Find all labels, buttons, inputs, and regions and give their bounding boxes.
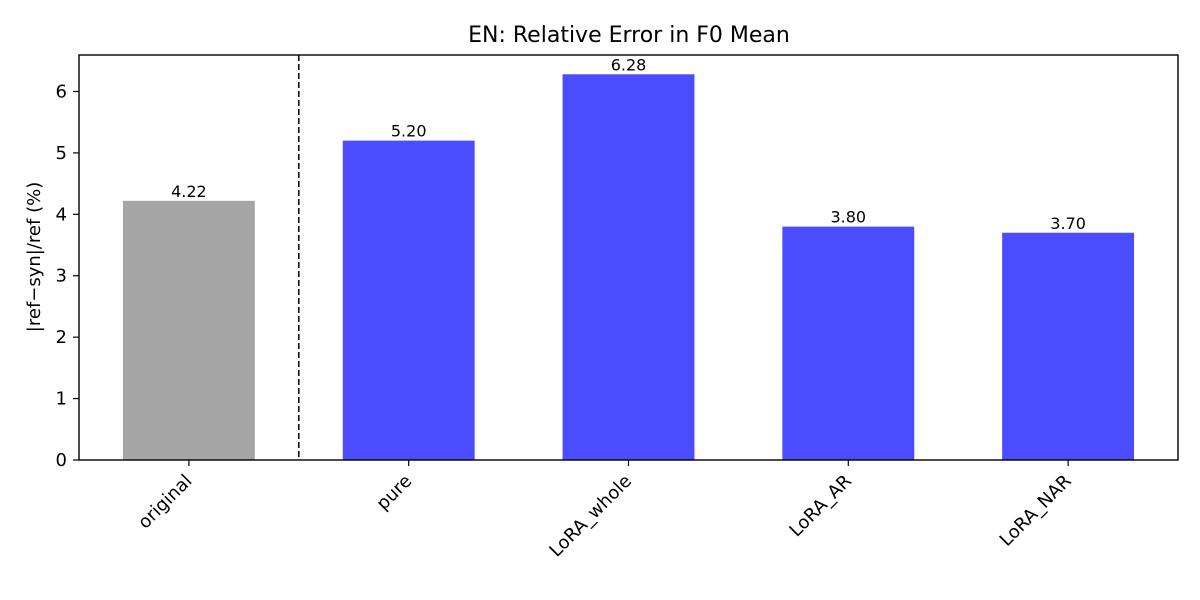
x-tick-label: pure (372, 471, 416, 515)
data-label: 4.22 (171, 182, 207, 201)
data-label: 3.80 (830, 208, 866, 227)
y-axis-label: |ref−syn|/ref (%) (24, 182, 45, 332)
y-tick-label: 2 (56, 327, 67, 348)
data-label: 3.70 (1050, 214, 1086, 233)
x-tick-label: LoRA_whole (545, 471, 636, 562)
y-tick-label: 1 (56, 389, 67, 410)
x-tick-label: original (134, 471, 196, 533)
x-tick-label: LoRA_NAR (996, 471, 1076, 551)
y-tick-label: 3 (56, 266, 67, 287)
x-tick-label: LoRA_AR (785, 471, 855, 541)
chart-title: EN: Relative Error in F0 Mean (468, 23, 790, 48)
bar-lora-nar (1002, 232, 1135, 460)
y-tick-label: 4 (56, 204, 67, 225)
y-tick-label: 0 (56, 450, 67, 471)
data-label: 6.28 (611, 55, 647, 74)
data-label: 5.20 (391, 122, 427, 141)
plot-area: 4.22 5.20 6.28 3.80 3.70 0 1 2 3 4 5 6 original pure L… (56, 54, 1179, 562)
bar-pure (342, 140, 475, 460)
y-tick-label: 5 (56, 143, 67, 164)
bar-lora-whole (562, 74, 695, 460)
y-tick-label: 6 (56, 81, 67, 102)
plot-frame (78, 54, 1179, 461)
bar-original (122, 200, 255, 460)
bar-lora-ar (782, 226, 915, 460)
